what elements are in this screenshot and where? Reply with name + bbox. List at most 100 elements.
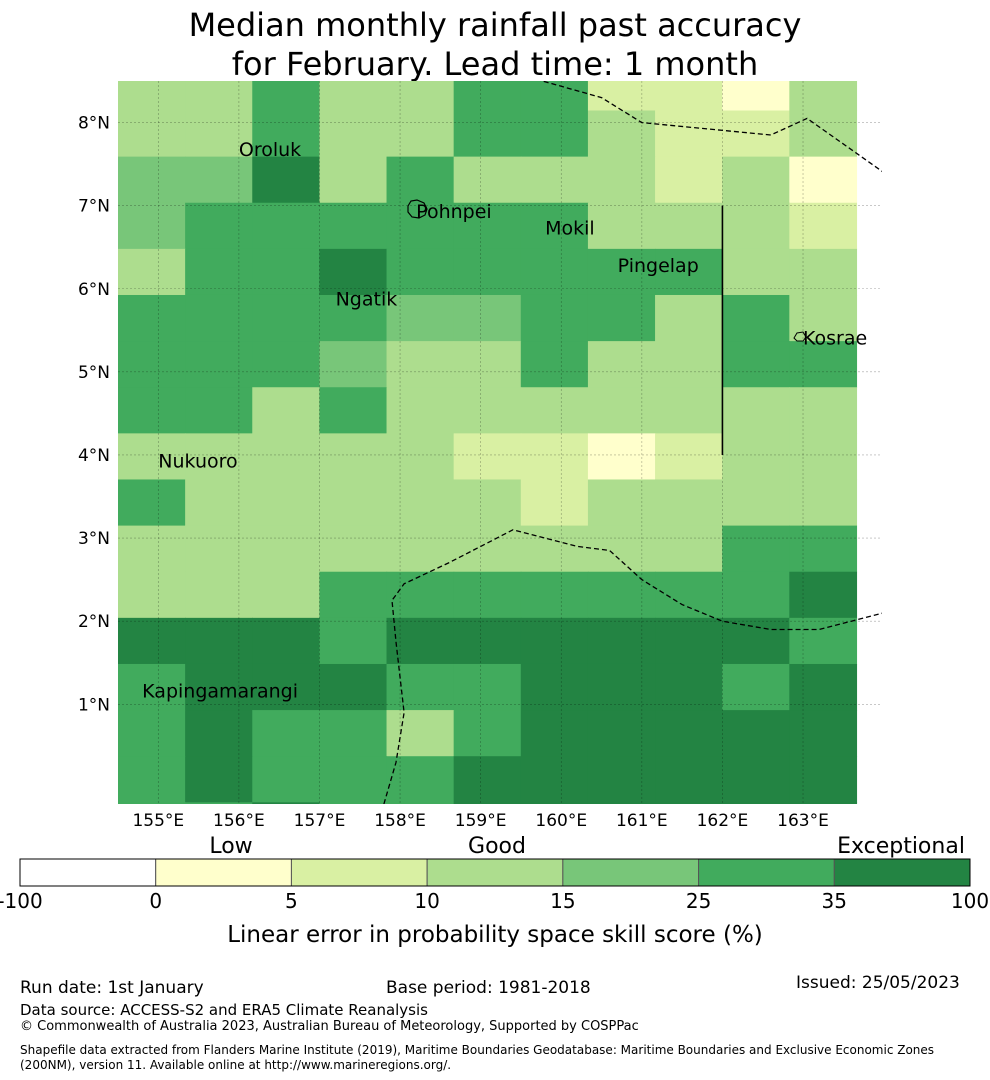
- grid-cell: [386, 571, 455, 619]
- grid-cell: [386, 433, 455, 481]
- grid-cell: [789, 756, 858, 803]
- grid-cell: [655, 479, 723, 527]
- grid-cell: [453, 617, 522, 665]
- grid-cell: [520, 294, 589, 342]
- longitude-tick-label: 163°E: [777, 811, 829, 831]
- latitude-tick-label: 6°N: [78, 280, 110, 300]
- grid-cell: [319, 156, 388, 204]
- grid-cell: [722, 663, 790, 711]
- legend-category-low: Low: [209, 834, 252, 859]
- grid-cell: [319, 387, 388, 434]
- colorbar-segment: [698, 858, 835, 887]
- grid-cell: [453, 81, 522, 112]
- grid-cell: [520, 525, 589, 573]
- grid-cell: [587, 802, 656, 804]
- longitude-tick-label: 156°E: [213, 811, 265, 831]
- grid-cell: [319, 81, 388, 112]
- grid-cell: [118, 802, 186, 804]
- grid-cell: [587, 202, 656, 250]
- colorbar-tick-label: 15: [550, 889, 575, 913]
- colorbar-tick-label: 25: [686, 889, 711, 913]
- grid-cell: [453, 479, 522, 527]
- grid-cell: [252, 617, 320, 665]
- grid-cell: [453, 710, 522, 757]
- grid-cell: [789, 110, 858, 158]
- colorbar-tick-label: 35: [822, 889, 847, 913]
- longitude-tick-labels: 155°E 156°E 157°E 158°E 159°E 160°E 161°E 162°E…: [132, 811, 828, 831]
- colorbar-legend: -100 0 5 10 15 25 35 100 Low Good Exceptional L…: [0, 834, 989, 948]
- colorbar-segment: [562, 858, 700, 887]
- longitude-tick-label: 159°E: [455, 811, 507, 831]
- place-label: Ngatik: [336, 288, 398, 310]
- map-graticule: [118, 81, 882, 804]
- grid-cell: [655, 617, 723, 665]
- grid-cell: [587, 479, 656, 527]
- grid-cell: [453, 525, 522, 573]
- grid-cell: [655, 663, 723, 711]
- grid-cell: [453, 110, 522, 158]
- grid-cell: [319, 663, 388, 711]
- grid-cell: [252, 710, 320, 757]
- map-title-line2: for February. Lead time: 1 month: [231, 45, 759, 83]
- grid-cell: [252, 156, 320, 204]
- grid-cell: [722, 802, 790, 804]
- place-labels: Oroluk Pohnpei Mokil Pingelap Ngatik Kosrae Nu…: [142, 139, 867, 703]
- grid-cell: [252, 479, 320, 527]
- grid-cell: [185, 525, 253, 573]
- grid-cell: [319, 571, 388, 619]
- grid-cell: [252, 81, 320, 112]
- grid-cell: [655, 110, 723, 158]
- grid-cell: [789, 802, 858, 804]
- grid-cell: [655, 81, 723, 112]
- colorbar-frame: [19, 858, 971, 887]
- grid-cell: [252, 663, 320, 711]
- copyright: © Commonwealth of Australia 2023, Austra…: [20, 1019, 639, 1034]
- grid-cell: [520, 110, 589, 158]
- grid-cell: [789, 387, 858, 434]
- grid-cell: [252, 110, 320, 158]
- grid-cell: [587, 433, 656, 481]
- place-label: Pohnpei: [416, 201, 492, 223]
- grid-cell: [587, 110, 656, 158]
- grid-cell: [185, 663, 253, 711]
- grid-cell: [789, 525, 858, 573]
- grid-cell: [386, 387, 455, 434]
- latitude-tick-label: 5°N: [78, 363, 110, 383]
- grid-cell: [386, 525, 455, 573]
- place-label: Pingelap: [618, 255, 699, 277]
- grid-cell: [587, 617, 656, 665]
- grid-cell: [118, 525, 186, 573]
- grid-cell: [655, 294, 723, 342]
- colorbar-tick-label: 10: [414, 889, 439, 913]
- place-label: Nukuoro: [158, 450, 237, 472]
- grid-cell: [185, 341, 253, 388]
- grid-cell: [453, 202, 522, 250]
- legend-category-good: Good: [468, 834, 526, 859]
- place-label: Oroluk: [239, 139, 301, 161]
- longitude-tick-label: 158°E: [374, 811, 426, 831]
- grid-cell: [655, 433, 723, 481]
- skill-score-map: Oroluk Pohnpei Mokil Pingelap Ngatik Kosrae Nu…: [0, 81, 989, 948]
- grid-cell: [252, 571, 320, 619]
- grid-cell: [722, 110, 790, 158]
- place-label: Kapingamarangi: [142, 681, 298, 703]
- grid-cell: [520, 571, 589, 619]
- kosrae-island-outline: [793, 331, 807, 342]
- colorbar-cells: [19, 858, 971, 887]
- grid-cell: [453, 571, 522, 619]
- island-outlines: [407, 199, 807, 342]
- grid-cell: [520, 479, 589, 527]
- grid-cell: [118, 294, 186, 342]
- grid-cell: [386, 202, 455, 250]
- maritime-boundaries: [383, 81, 882, 804]
- latitude-tick-label: 1°N: [78, 695, 110, 715]
- grid-cell: [319, 341, 388, 388]
- grid-cell: [587, 387, 656, 434]
- grid-cell: [520, 248, 589, 296]
- grid-cell: [722, 156, 790, 204]
- grid-cell: [587, 756, 656, 803]
- grid-cell: [587, 248, 656, 296]
- grid-cell: [252, 294, 320, 342]
- grid-cell: [319, 110, 388, 158]
- grid-cell: [319, 433, 388, 481]
